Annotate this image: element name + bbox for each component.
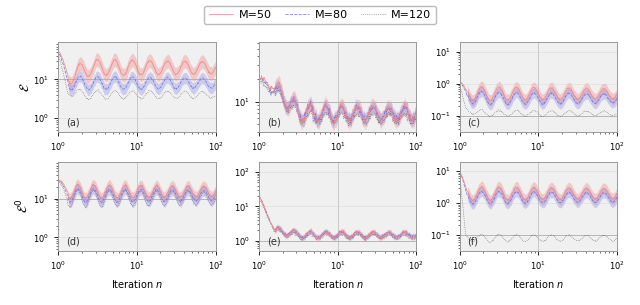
- X-axis label: Iteration $n$: Iteration $n$: [513, 278, 564, 290]
- Text: (e): (e): [267, 237, 280, 246]
- Text: (a): (a): [66, 117, 79, 127]
- Y-axis label: $\mathcal{E}$: $\mathcal{E}$: [19, 82, 31, 92]
- Text: (f): (f): [467, 237, 479, 246]
- Text: (d): (d): [66, 237, 80, 246]
- Legend: M=50, M=80, M=120: M=50, M=80, M=120: [204, 5, 436, 24]
- X-axis label: Iteration $n$: Iteration $n$: [111, 278, 163, 290]
- Text: (b): (b): [267, 117, 280, 127]
- Text: (c): (c): [467, 117, 481, 127]
- X-axis label: Iteration $n$: Iteration $n$: [312, 278, 364, 290]
- Y-axis label: $\mathcal{E}^0$: $\mathcal{E}^0$: [15, 199, 31, 213]
